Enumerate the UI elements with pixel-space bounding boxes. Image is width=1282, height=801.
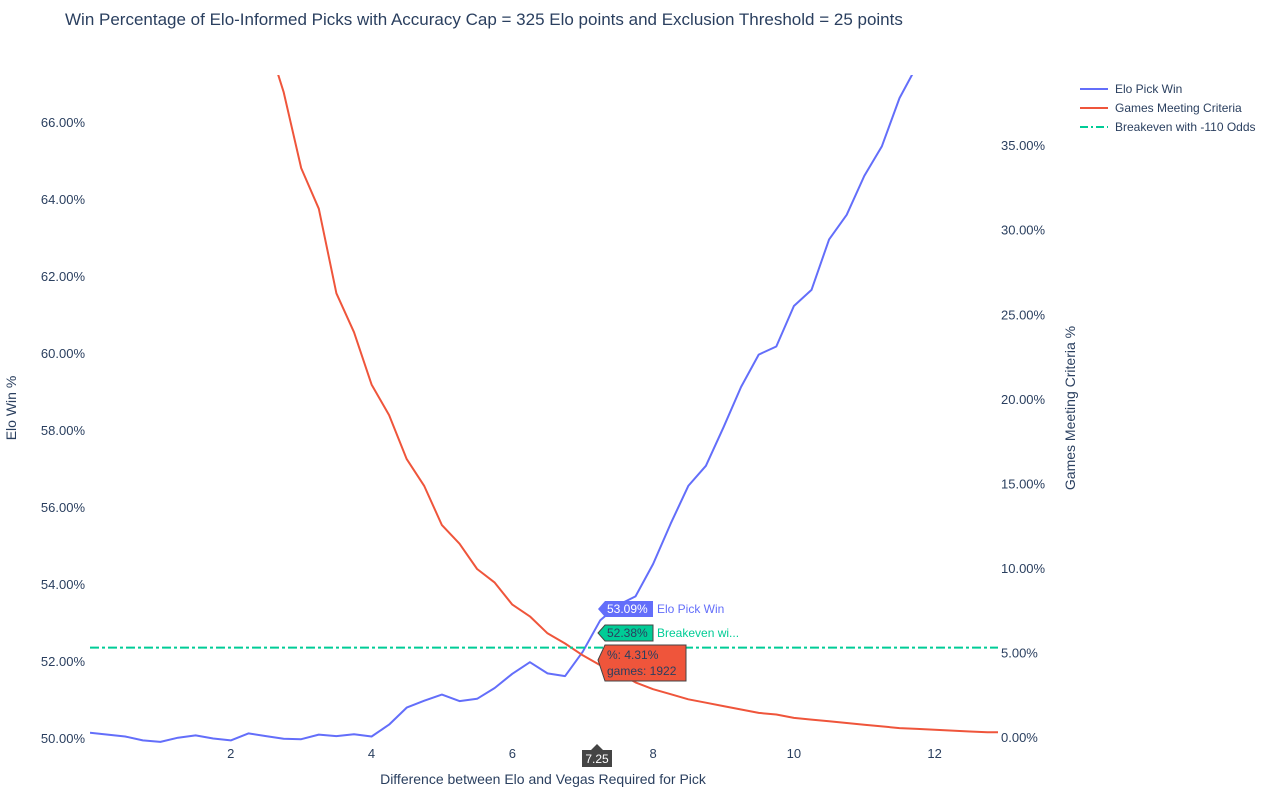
y-tick-label: 52.00% (41, 654, 86, 669)
y-tick-label: 62.00% (41, 269, 86, 284)
plot-area[interactable] (90, 75, 998, 745)
y2-tick-label: 30.00% (1001, 223, 1046, 238)
hover-x-box (582, 744, 612, 767)
y-tick-label: 64.00% (41, 192, 86, 207)
y2-tick-label: 15.00% (1001, 476, 1046, 491)
hover-tooltips: 53.09% Elo Pick Win 52.38% Breakeven wi.… (582, 601, 739, 767)
y2-tick-label: 5.00% (1001, 646, 1038, 661)
x-tick-label: 6 (509, 746, 516, 761)
hover-games-box (597, 644, 687, 682)
legend-item-games[interactable]: Games Meeting Criteria (1080, 101, 1242, 115)
hover-games-line1: %: 4.31% (607, 648, 659, 662)
y2-tick-label: 0.00% (1001, 730, 1038, 745)
y2-tick-label: 25.00% (1001, 307, 1046, 322)
y2-tick-label: 35.00% (1001, 138, 1046, 153)
y-axis-title: Elo Win % (3, 376, 19, 441)
hover-x-value: 7.25 (585, 752, 609, 766)
legend-label-games: Games Meeting Criteria (1115, 101, 1242, 115)
y-tick-label: 66.00% (41, 115, 86, 130)
y-tick-label: 54.00% (41, 577, 86, 592)
hover-breakeven-value: 52.38% (607, 626, 648, 640)
chart-title: Win Percentage of Elo-Informed Picks wit… (65, 10, 903, 29)
series-layer (90, 75, 998, 743)
y-axis-ticks: 50.00% 52.00% 54.00% 56.00% 58.00% 60.00% 62.0… (41, 115, 86, 746)
y2-tick-label: 10.00% (1001, 561, 1046, 576)
x-axis-ticks: 2 4 6 8 10 12 (227, 746, 942, 761)
plot-background (90, 75, 998, 745)
legend-item-elo[interactable]: Elo Pick Win (1080, 82, 1182, 96)
series-line-games-meeting-criteria (277, 75, 998, 734)
series-line-elo-pick-win (90, 75, 914, 743)
hover-elo: 53.09% Elo Pick Win (598, 601, 724, 617)
hover-breakeven: 52.38% Breakeven wi... (597, 624, 739, 642)
x-tick-label: 8 (649, 746, 656, 761)
y-tick-label: 50.00% (41, 731, 86, 746)
y2-axis-title: Games Meeting Criteria % (1062, 326, 1078, 490)
hover-elo-value: 53.09% (607, 602, 648, 616)
x-tick-label: 4 (368, 746, 375, 761)
y-tick-label: 60.00% (41, 346, 86, 361)
hover-elo-name: Elo Pick Win (657, 602, 724, 616)
hover-games: %: 4.31% games: 1922 (597, 644, 687, 682)
y-tick-label: 56.00% (41, 500, 86, 515)
x-tick-label: 10 (787, 746, 801, 761)
legend-item-breakeven[interactable]: Breakeven with -110 Odds (1080, 120, 1256, 134)
legend-label-breakeven: Breakeven with -110 Odds (1115, 120, 1256, 134)
hover-breakeven-box (597, 624, 654, 642)
x-axis-title: Difference between Elo and Vegas Require… (380, 771, 707, 787)
y2-tick-label: 20.00% (1001, 392, 1046, 407)
x-tick-label: 12 (927, 746, 941, 761)
hover-games-line2: games: 1922 (607, 664, 677, 678)
legend-label-elo: Elo Pick Win (1115, 82, 1182, 96)
hover-breakeven-name: Breakeven wi... (657, 626, 739, 640)
hover-x-label: 7.25 (582, 744, 612, 767)
y2-axis-ticks: 0.00% 5.00% 10.00% 15.00% 20.00% 25.00% 30.00%… (1001, 138, 1046, 745)
y-tick-label: 58.00% (41, 423, 86, 438)
hover-elo-box (598, 601, 653, 617)
legend[interactable]: Elo Pick Win Games Meeting Criteria Brea… (1080, 82, 1256, 134)
x-tick-label: 2 (227, 746, 234, 761)
